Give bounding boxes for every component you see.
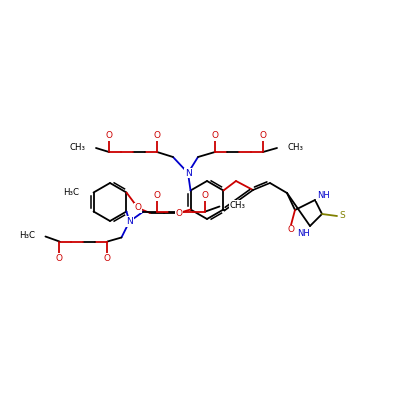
Text: O: O: [56, 254, 63, 263]
Text: O: O: [154, 191, 161, 200]
Text: O: O: [106, 132, 112, 140]
Text: CH₃: CH₃: [230, 201, 246, 210]
Text: N: N: [126, 217, 133, 226]
Text: N: N: [185, 168, 191, 178]
Text: S: S: [339, 210, 345, 220]
Text: O: O: [212, 132, 218, 140]
Text: O: O: [202, 191, 209, 200]
Text: NH: NH: [317, 192, 329, 200]
Text: O: O: [104, 254, 111, 263]
Text: H₃C: H₃C: [20, 231, 36, 240]
Text: NH: NH: [298, 230, 310, 238]
Text: H₃C: H₃C: [64, 188, 80, 197]
Text: CH₃: CH₃: [287, 142, 303, 152]
Text: O: O: [260, 132, 266, 140]
Text: O: O: [176, 208, 182, 218]
Text: CH₃: CH₃: [70, 142, 86, 152]
Text: O: O: [134, 204, 142, 212]
Text: O: O: [288, 226, 294, 234]
Text: O: O: [154, 132, 160, 140]
